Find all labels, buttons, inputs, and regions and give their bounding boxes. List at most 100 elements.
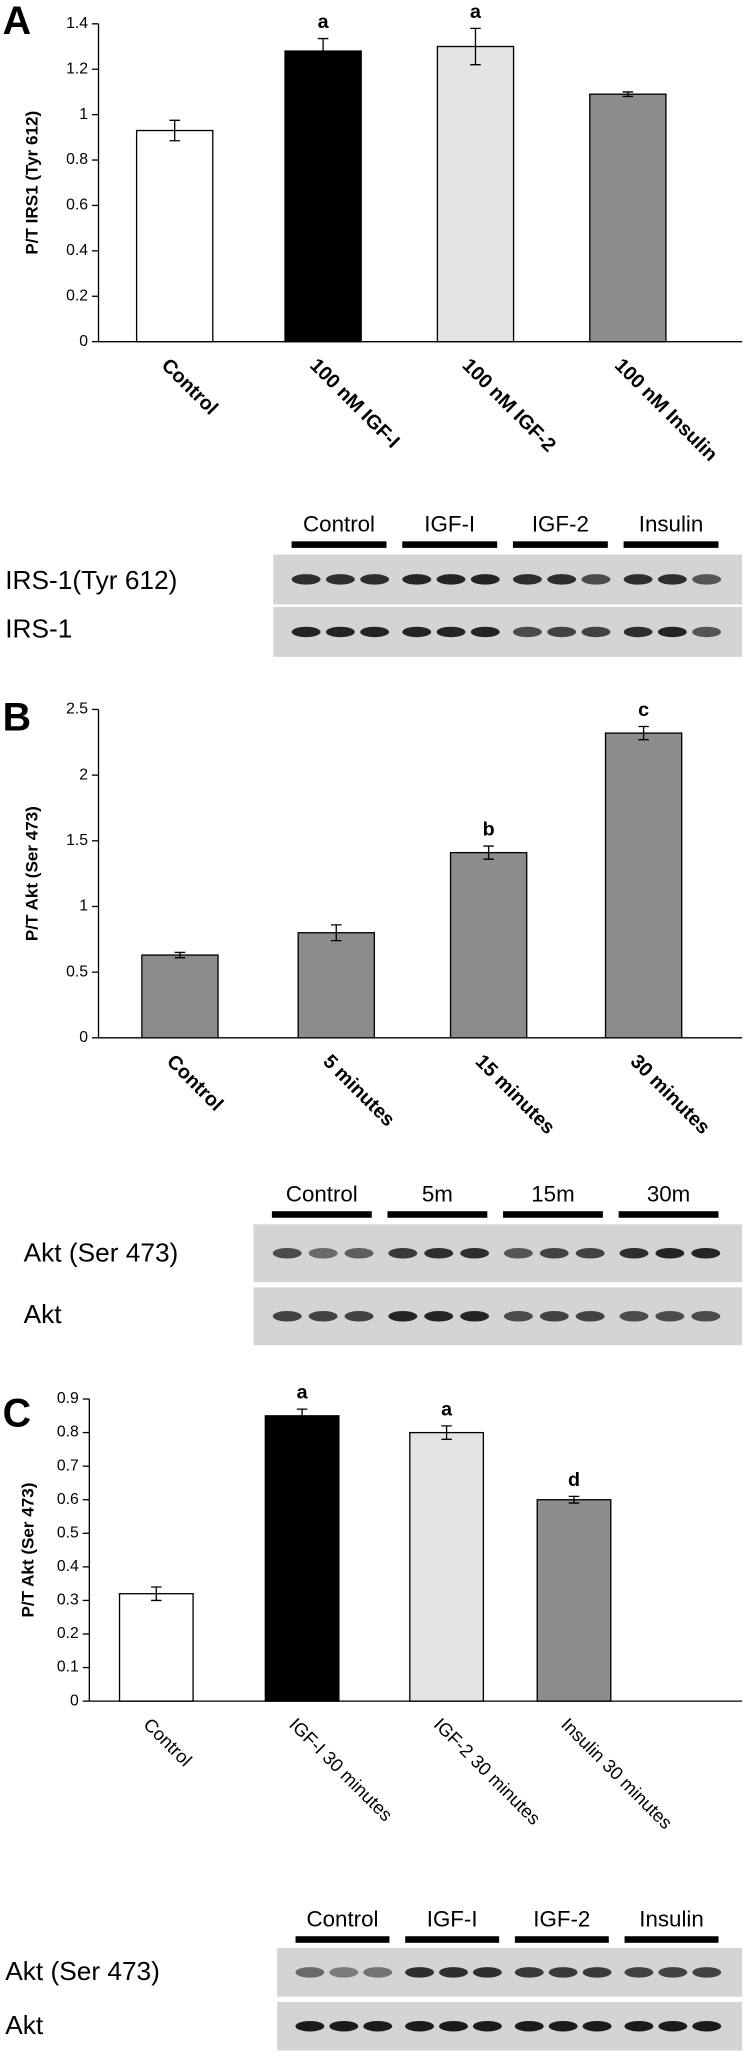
panel-label: B [3, 695, 31, 739]
x-tick-label: Control [162, 1050, 227, 1115]
significance-letter: a [441, 1398, 453, 1420]
band [325, 574, 355, 585]
band [619, 1247, 649, 1259]
band [547, 574, 577, 585]
x-tick-label: IGF-I 30 minutes [285, 1714, 397, 1826]
band [582, 2020, 612, 2032]
y-tick-label: 0.6 [66, 197, 88, 214]
y-tick-label: 2 [79, 766, 88, 783]
bar [409, 1431, 485, 1702]
band [691, 1311, 721, 1322]
lane-label: 5m [422, 1181, 453, 1206]
y-tick-label: 1 [79, 106, 88, 123]
band [623, 574, 653, 585]
lane-label: 15m [531, 1181, 574, 1206]
x-tick-label: 5 minutes [319, 1050, 400, 1131]
lane-bar [291, 541, 387, 548]
band [308, 1311, 338, 1322]
band [539, 1311, 569, 1322]
band [272, 1311, 302, 1322]
y-axis-label: P/T Akt (Ser 473) [22, 806, 41, 941]
bar [284, 50, 362, 343]
lane-label: IGF-I [424, 511, 475, 536]
band [514, 2020, 544, 2032]
x-tick-label: 15 minutes [471, 1050, 559, 1138]
band [575, 1247, 605, 1259]
blot-row-label: Akt [5, 2010, 44, 2040]
bar [141, 954, 219, 1039]
error-bar [638, 725, 649, 741]
band [692, 626, 722, 638]
lane-bar [618, 1211, 719, 1218]
lane-label: IGF-2 [533, 1906, 590, 1931]
lane-bar [503, 1211, 603, 1218]
band [657, 574, 687, 585]
band [405, 1967, 434, 1978]
band [295, 2020, 325, 2032]
bar [135, 129, 214, 343]
band [402, 626, 432, 638]
band [692, 2020, 722, 2032]
band [360, 574, 390, 585]
error-bar [441, 1425, 452, 1440]
error-bar [296, 1408, 308, 1424]
band [363, 2020, 393, 2032]
bar [436, 45, 515, 343]
band [272, 1247, 302, 1259]
y-tick-label: 0.3 [57, 1592, 79, 1609]
band [291, 626, 321, 638]
band [472, 1967, 502, 1978]
band [623, 626, 653, 638]
band [388, 1247, 418, 1259]
lane-label: Insulin [639, 1906, 704, 1931]
band [439, 1967, 468, 1978]
bar [264, 1415, 340, 1702]
band [503, 1247, 533, 1259]
band [344, 1311, 374, 1322]
y-tick-label: 0 [79, 1029, 88, 1046]
band [692, 574, 722, 585]
x-tick-label: Insulin 30 minutes [557, 1714, 677, 1834]
y-tick-label: 0.8 [66, 151, 88, 168]
band [360, 626, 390, 638]
x-tick-label: 100 nM IGF-2 [458, 354, 560, 456]
lane-bar [271, 1211, 372, 1218]
y-tick-label: 0.1 [57, 1659, 79, 1676]
band [472, 2020, 502, 2032]
y-tick-label: 0.9 [57, 1390, 79, 1407]
lane-label: Control [307, 1906, 379, 1931]
band [512, 574, 542, 585]
error-bar [330, 924, 342, 942]
error-bar [483, 845, 494, 860]
x-tick-label: 30 minutes [626, 1050, 714, 1138]
blot-row-label: Akt (Ser 473) [24, 1237, 179, 1267]
error-bar [470, 27, 481, 66]
band [575, 1311, 605, 1322]
band [512, 626, 542, 638]
bar [297, 932, 375, 1039]
y-tick-label: 1 [79, 898, 88, 915]
lane-bar [405, 1936, 500, 1943]
blot-row-label: Akt (Ser 473) [5, 1956, 160, 1986]
y-tick-label: 1.2 [66, 60, 88, 77]
band [692, 1967, 722, 1978]
lane-bar [402, 541, 498, 548]
significance-letter: d [568, 1469, 580, 1491]
x-tick-label: Control [157, 354, 222, 419]
lane-bar [387, 1211, 488, 1218]
x-tick-label: IGF-2 30 minutes [430, 1714, 545, 1829]
band [548, 2020, 578, 2032]
band [581, 574, 611, 585]
lane-bar [514, 1936, 609, 1943]
band [329, 2020, 359, 2032]
significance-letter: a [297, 1382, 309, 1404]
band [582, 1967, 612, 1978]
x-tick-label: 100 nM Insulin [610, 354, 721, 465]
lane-label: Control [286, 1181, 358, 1206]
band [436, 626, 466, 638]
band [655, 1311, 685, 1322]
bar [449, 851, 528, 1039]
blot-row-label: IRS-1 [5, 614, 72, 644]
band [329, 1967, 359, 1978]
